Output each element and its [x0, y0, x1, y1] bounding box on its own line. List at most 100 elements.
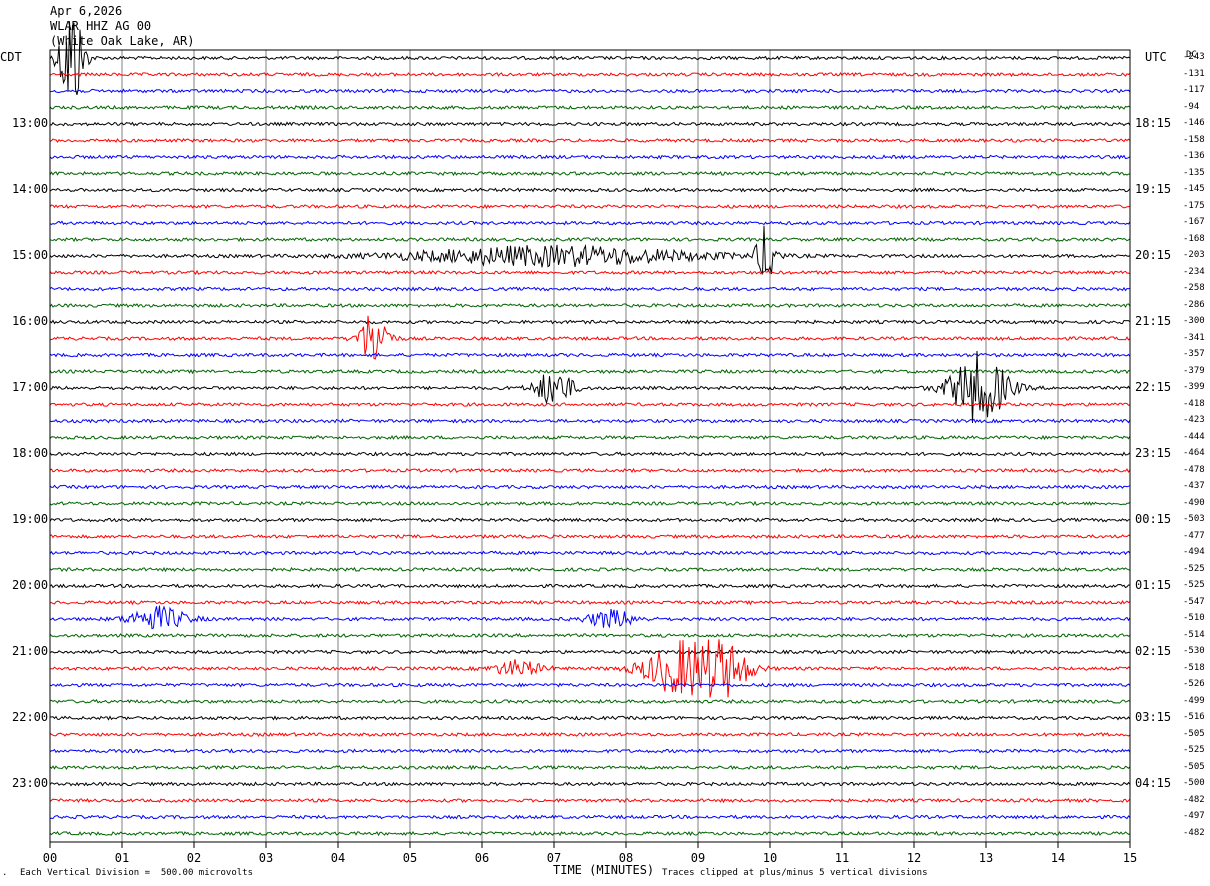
x-tick-label: 06	[475, 851, 489, 865]
trace-29	[49, 533, 1131, 539]
trace-21	[49, 401, 1131, 408]
trace-44	[49, 781, 1131, 787]
x-tick-label: 04	[331, 851, 345, 865]
trace-10	[49, 220, 1131, 226]
trace-43	[49, 764, 1131, 771]
right-hour-label: 02:15	[1135, 644, 1172, 658]
trace-19	[49, 368, 1131, 375]
dc-offset-label: -158	[1183, 134, 1205, 145]
dc-offset-label: -243	[1183, 52, 1205, 62]
dc-offset-label: -518	[1183, 662, 1205, 673]
trace-33	[50, 599, 1131, 606]
right-hour-label: 21:15	[1135, 314, 1172, 328]
trace-40	[49, 715, 1131, 721]
trace-5	[49, 137, 1131, 144]
dc-offset-label: -341	[1183, 332, 1205, 343]
x-tick-label: 14	[1051, 851, 1065, 865]
trace-38	[49, 682, 1131, 688]
trace-8	[49, 187, 1131, 193]
trace-45	[49, 797, 1131, 804]
dc-offset-label: -423	[1183, 415, 1205, 425]
dc-offset-label: -399	[1183, 382, 1205, 392]
station-code: WLAR HHZ AG 00	[50, 19, 152, 33]
x-tick-label: 02	[187, 851, 201, 865]
trace-37	[50, 639, 1131, 698]
trace-6	[49, 154, 1131, 160]
left-hour-label: 22:00	[12, 710, 49, 724]
dc-offset-label: -444	[1183, 431, 1205, 442]
trace-15	[49, 302, 1131, 309]
x-tick-label: 10	[763, 851, 777, 865]
trace-14	[49, 286, 1131, 292]
trace-26	[49, 484, 1131, 490]
x-tick-label: 03	[259, 851, 273, 865]
trace-23	[49, 434, 1131, 441]
dc-offset-label: -379	[1183, 365, 1205, 376]
left-hour-label: 18:00	[12, 446, 49, 460]
right-hour-label: 03:15	[1135, 710, 1172, 724]
trace-17	[49, 315, 1131, 360]
dc-offset-label: -136	[1183, 151, 1205, 161]
x-tick-label: 07	[547, 851, 561, 865]
trace-18	[49, 352, 1131, 358]
x-tick-label: 00	[43, 851, 57, 865]
dc-offset-label: -117	[1183, 85, 1205, 95]
dc-offset-label: -497	[1183, 811, 1205, 821]
dc-offset-label: -510	[1183, 613, 1205, 623]
dc-offset-label: -418	[1183, 398, 1205, 409]
right-timezone-label: UTC	[1145, 50, 1167, 64]
x-axis-title: TIME (MINUTES)	[553, 863, 655, 877]
dc-offset-label: -477	[1183, 530, 1205, 541]
dc-offset-header: DC	[1186, 50, 1197, 60]
right-hour-label: 00:15	[1135, 512, 1172, 526]
dc-offset-label: -503	[1183, 514, 1205, 524]
dc-offset-label: -145	[1183, 184, 1205, 194]
right-hour-label: 22:15	[1135, 380, 1172, 394]
left-hour-label: 20:00	[12, 578, 49, 592]
dc-offset-label: -286	[1183, 299, 1205, 310]
trace-3	[49, 104, 1131, 111]
dc-offset-label: -478	[1183, 464, 1205, 475]
dc-offset-label: -505	[1183, 761, 1205, 772]
dc-offset-label: -499	[1183, 695, 1205, 706]
minute-grid	[49, 50, 1131, 842]
dc-offset-label: -500	[1183, 778, 1205, 788]
dc-offset-label: -131	[1183, 68, 1205, 79]
trace-46	[49, 814, 1131, 820]
left-hour-label: 17:00	[12, 380, 49, 394]
x-ticks: 00 01 02 03 04 05 06 07 08 09 10 11 12 13 14 15	[43, 842, 1137, 865]
right-hour-label: 19:15	[1135, 182, 1172, 196]
left-hour-label: 15:00	[12, 248, 49, 262]
dc-offset-label: -167	[1183, 217, 1205, 227]
trace-35	[49, 632, 1131, 638]
right-hour-label: 04:15	[1135, 776, 1172, 790]
trace-32	[49, 583, 1130, 589]
dc-offset-label: -482	[1183, 794, 1205, 805]
left-hour-label: 19:00	[12, 512, 49, 526]
dc-offset-label: -357	[1183, 349, 1205, 359]
right-hour-label: 20:15	[1135, 248, 1172, 262]
dc-offset-label: -505	[1183, 728, 1205, 739]
dc-offset-label: -135	[1183, 167, 1205, 178]
trace-27	[49, 500, 1131, 507]
record-date: Apr 6,2026	[50, 4, 123, 18]
traces	[49, 21, 1131, 837]
trace-47	[49, 830, 1131, 837]
dc-offset-label: -494	[1183, 547, 1205, 557]
trace-1	[49, 71, 1131, 78]
trace-13	[49, 269, 1131, 276]
trace-42	[49, 748, 1131, 754]
dc-offset-label: -234	[1183, 266, 1205, 277]
dc-offset-label: -203	[1183, 250, 1205, 260]
trace-28	[49, 517, 1131, 523]
left-hour-label: 14:00	[12, 182, 49, 196]
dc-offset-label: -464	[1183, 448, 1205, 458]
trace-16	[49, 319, 1131, 325]
x-tick-label: 15	[1123, 851, 1137, 865]
trace-22	[49, 418, 1131, 424]
corner-mark: .	[2, 868, 8, 878]
dc-offset-label: -514	[1183, 629, 1205, 640]
x-tick-label: 05	[403, 851, 417, 865]
x-tick-label: 11	[835, 851, 849, 865]
